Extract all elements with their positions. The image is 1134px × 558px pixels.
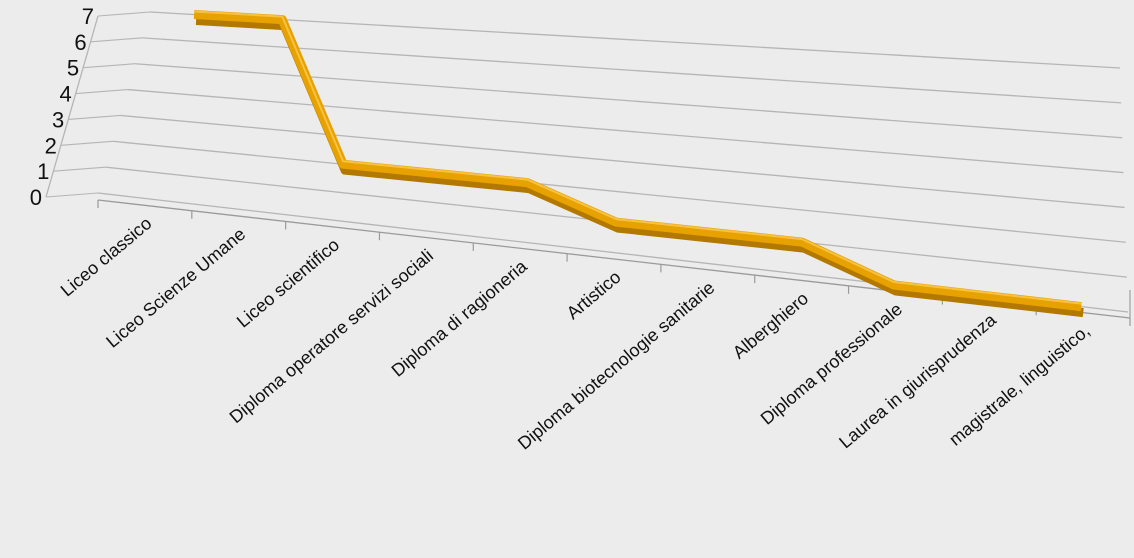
data-point: [892, 283, 895, 286]
y-axis-line: [45, 15, 99, 198]
gridline-depth: [60, 140, 113, 146]
data-point: [800, 241, 803, 244]
y-tick-label: 3: [52, 107, 64, 132]
data-point: [708, 231, 711, 234]
data-point: [1080, 305, 1083, 308]
x-tick-label: Artistico: [563, 267, 625, 323]
x-tick-label: Liceo scientifico: [233, 235, 343, 332]
series-line: [193, 10, 1084, 318]
axes: [45, 15, 1131, 326]
data-point: [986, 294, 989, 297]
x-tick-label: Liceo classico: [57, 213, 156, 300]
gridline: [127, 88, 1124, 174]
gridline-depth: [53, 166, 106, 172]
gridline-depth: [75, 89, 128, 95]
y-tick-label: 2: [45, 133, 57, 158]
gridline-depth: [97, 11, 151, 17]
y-tick-label: 0: [30, 185, 42, 210]
gridline: [120, 114, 1125, 209]
data-point: [281, 18, 284, 21]
gridline-depth: [83, 63, 136, 69]
gridline: [142, 37, 1122, 104]
gridlines: [45, 11, 1129, 313]
x-tick-label: Diploma biotecnologie sanitarie: [514, 277, 718, 453]
y-tick-label: 7: [82, 4, 94, 29]
gridline-depth: [45, 192, 99, 198]
data-point: [526, 181, 529, 184]
y-tick-label: 6: [74, 30, 86, 55]
x-tick-label: Diploma operatore servizi sociali: [226, 245, 437, 427]
y-tick-label: 4: [59, 82, 71, 107]
series-line-highlight: [194, 10, 1082, 305]
data-point: [193, 13, 196, 16]
series-line-depth: [195, 16, 1084, 318]
gridline: [135, 63, 1123, 139]
data-point: [615, 221, 618, 224]
data-point: [342, 163, 345, 166]
gridline-depth: [68, 114, 121, 120]
gridline: [112, 140, 1126, 243]
y-tick-label: 1: [37, 159, 49, 184]
gridline: [149, 11, 1121, 69]
gridline-depth: [90, 37, 143, 43]
x-tick-label: Alberghiero: [729, 288, 812, 362]
series-line: [193, 10, 1082, 312]
data-point: [434, 172, 437, 175]
y-tick-label: 5: [67, 56, 79, 81]
